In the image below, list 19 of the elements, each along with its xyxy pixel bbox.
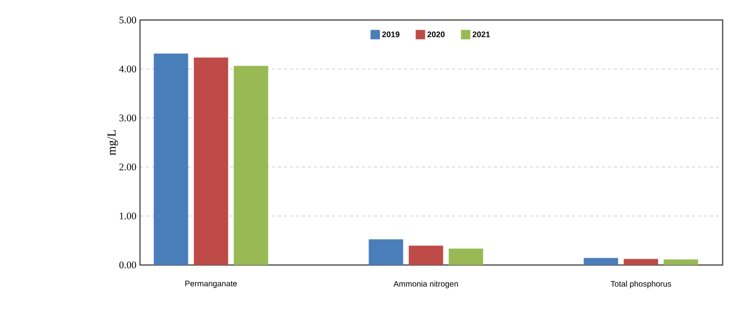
legend-label: 2019	[382, 32, 400, 38]
legend-label: 2020	[427, 32, 445, 38]
y-tick-label: 4.00	[119, 66, 136, 72]
bar	[584, 258, 618, 265]
y-axis-title: mg/L	[108, 130, 118, 156]
x-tick-label: Permanganate	[185, 280, 237, 288]
bar	[624, 258, 658, 265]
bar	[194, 58, 228, 265]
bar	[154, 54, 188, 265]
y-tick-label: 1.00	[120, 212, 136, 220]
bar	[408, 246, 444, 265]
x-tick-label: Ammonia nitrogen	[394, 280, 458, 288]
y-tick-label: 0.00	[119, 262, 136, 268]
y-tick-label: 2.00	[119, 164, 136, 170]
y-tick-label: 3.00	[119, 114, 136, 122]
legend-label: 2021	[472, 32, 490, 38]
bar	[368, 239, 404, 265]
y-tick-label: 5.00	[120, 16, 136, 24]
x-tick-label: Total phosphorus	[610, 280, 672, 288]
